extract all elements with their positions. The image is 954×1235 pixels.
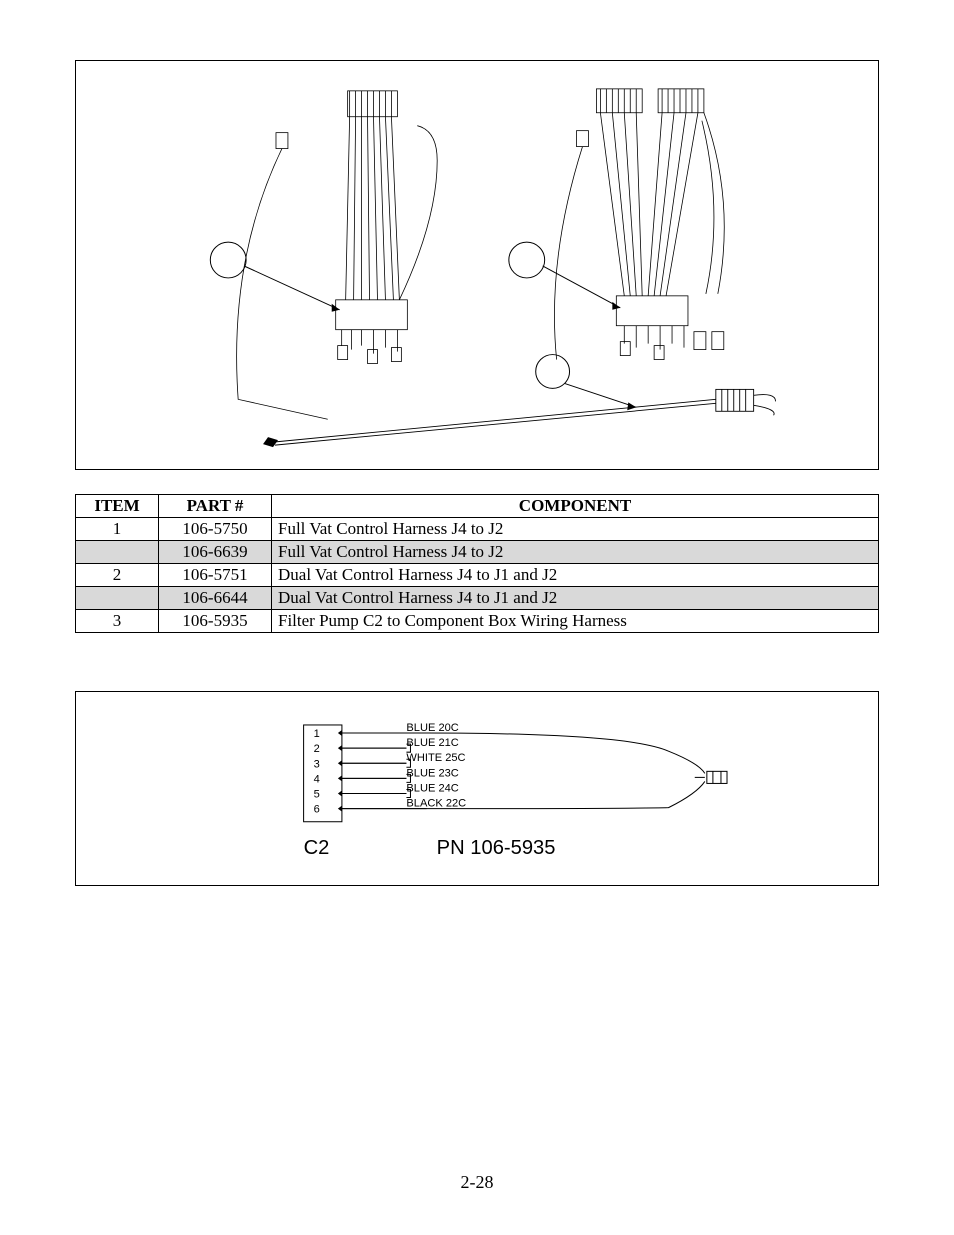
col-item: ITEM — [76, 495, 159, 518]
table-row: 106-6644Dual Vat Control Harness J4 to J… — [76, 587, 879, 610]
cell-part: 106-5751 — [159, 564, 272, 587]
cell-component: Full Vat Control Harness J4 to J2 — [272, 541, 879, 564]
cell-part: 106-6644 — [159, 587, 272, 610]
part-number-label: PN 106-5935 — [437, 837, 556, 859]
pin-number: 6 — [314, 804, 320, 816]
wire-label: BLACK 22C — [406, 798, 466, 810]
cell-item — [76, 587, 159, 610]
col-part: PART # — [159, 495, 272, 518]
cell-part: 106-5750 — [159, 518, 272, 541]
harness-drawing-svg — [76, 61, 878, 469]
callout-1 — [210, 242, 339, 312]
cell-item — [76, 541, 159, 564]
wire-label: BLUE 24C — [406, 783, 458, 795]
cell-component: Dual Vat Control Harness J4 to J1 and J2 — [272, 564, 879, 587]
table-row: 1106-5750Full Vat Control Harness J4 to … — [76, 518, 879, 541]
parts-table: ITEM PART # COMPONENT 1106-5750Full Vat … — [75, 494, 879, 633]
callout-3 — [536, 355, 637, 411]
wire-label: BLUE 23C — [406, 767, 458, 779]
wire-label: WHITE 25C — [406, 752, 465, 764]
pin-number: 2 — [314, 743, 320, 755]
pin-number: 1 — [314, 728, 320, 740]
callout-2 — [509, 242, 620, 310]
wiring-diagram: 1 BLUE 20C 2 BLUE 21C 3 WHITE 25C 4 BLUE 23C 5 BL… — [75, 691, 879, 886]
table-row: 3106-5935Filter Pump C2 to Component Box… — [76, 610, 879, 633]
connector-label: C2 — [304, 837, 330, 859]
cell-component: Dual Vat Control Harness J4 to J1 and J2 — [272, 587, 879, 610]
page-number: 2-28 — [0, 1172, 954, 1193]
pin-number: 5 — [314, 789, 320, 801]
wire-label: BLUE 21C — [406, 737, 458, 749]
wire — [342, 781, 705, 808]
pin-number: 4 — [314, 773, 320, 785]
cell-part: 106-5935 — [159, 610, 272, 633]
table-row: 2106-5751Dual Vat Control Harness J4 to … — [76, 564, 879, 587]
pin-number: 3 — [314, 758, 320, 770]
cell-item: 1 — [76, 518, 159, 541]
wire — [342, 733, 705, 773]
cell-part: 106-6639 — [159, 541, 272, 564]
cell-component: Full Vat Control Harness J4 to J2 — [272, 518, 879, 541]
wire-label: BLUE 20C — [406, 722, 458, 734]
cell-item: 3 — [76, 610, 159, 633]
cell-item: 2 — [76, 564, 159, 587]
col-component: COMPONENT — [272, 495, 879, 518]
table-row: 106-6639Full Vat Control Harness J4 to J… — [76, 541, 879, 564]
harness-figure — [75, 60, 879, 470]
cell-component: Filter Pump C2 to Component Box Wiring H… — [272, 610, 879, 633]
